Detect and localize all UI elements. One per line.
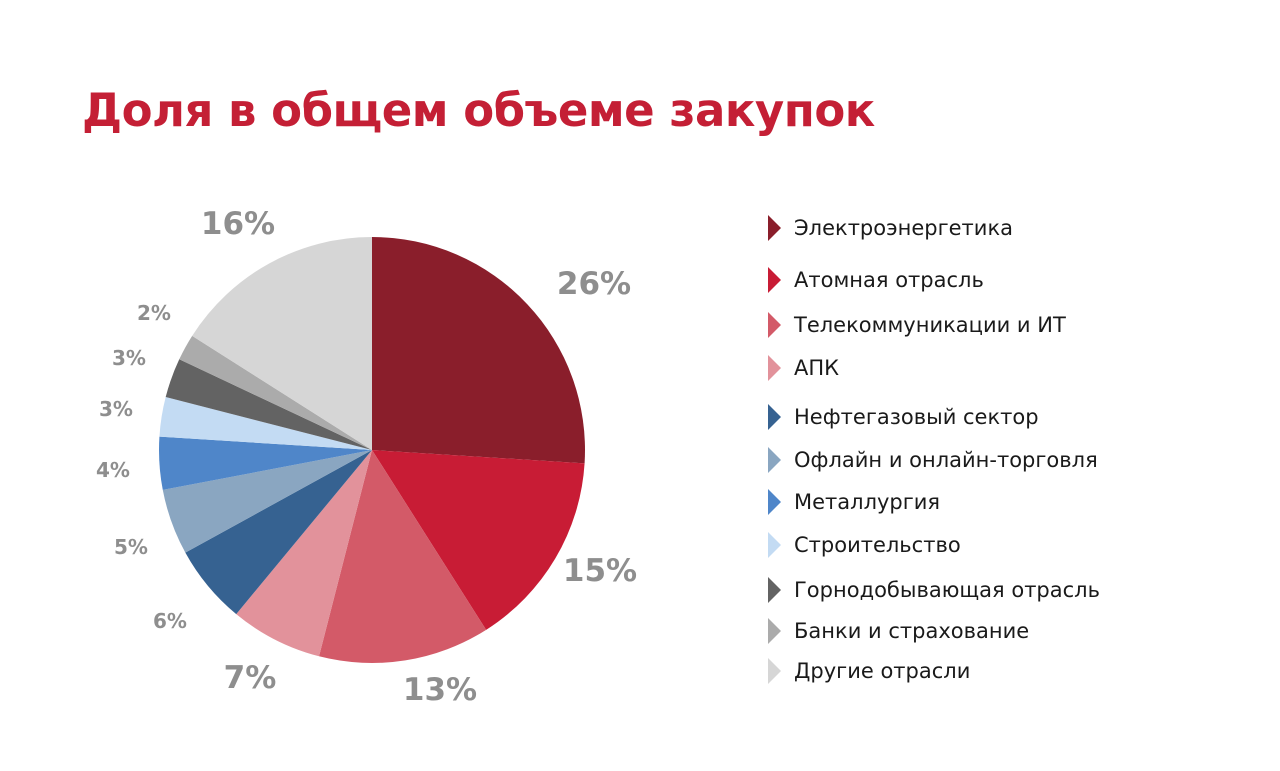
legend-item-construction: Строительство: [768, 532, 961, 558]
pie-slice: [159, 397, 372, 450]
slice-percentage-label: 6%: [153, 609, 187, 633]
triangle-marker-icon: [768, 618, 781, 644]
slice-percentage-label: 2%: [137, 301, 171, 325]
triangle-marker-icon: [768, 404, 781, 430]
chart-title: Доля в общем объеме закупок: [82, 84, 875, 137]
legend-item-banking: Банки и страхование: [768, 618, 1029, 644]
slice-percentage-label: 4%: [96, 458, 130, 482]
triangle-marker-icon: [768, 447, 781, 473]
triangle-marker-icon: [768, 577, 781, 603]
pie-slice: [162, 450, 372, 553]
triangle-marker-icon: [768, 215, 781, 241]
triangle-marker-icon: [768, 267, 781, 293]
legend-item-nuclear: Атомная отрасль: [768, 267, 984, 293]
pie-slice: [185, 450, 372, 615]
triangle-marker-icon: [768, 532, 781, 558]
legend-item-other: Другие отрасли: [768, 658, 970, 684]
slice-percentage-label: 26%: [556, 266, 632, 302]
pie-slice: [236, 450, 372, 657]
legend-item-metallurgy: Металлургия: [768, 489, 940, 515]
slice-percentage-label: 13%: [402, 672, 478, 708]
slice-percentage-label: 3%: [99, 397, 133, 421]
pie-slice: [165, 359, 372, 450]
legend-item-electric-power: Электроэнергетика: [768, 215, 1013, 241]
pie-slice: [372, 237, 585, 464]
triangle-marker-icon: [768, 489, 781, 515]
legend-item-oil-gas: Нефтегазовый сектор: [768, 404, 1039, 430]
slice-percentage-label: 3%: [112, 346, 146, 370]
legend-item-telecom-it: Телекоммуникации и ИТ: [768, 312, 1066, 338]
pie-slice: [372, 450, 585, 630]
triangle-marker-icon: [768, 312, 781, 338]
pie-slice: [159, 436, 372, 490]
slice-percentage-label: 16%: [200, 206, 276, 242]
legend-item-mining: Горнодобывающая отрасль: [768, 577, 1100, 603]
slice-percentage-label: 7%: [223, 660, 277, 696]
pie-slice: [319, 450, 487, 663]
slice-percentage-label: 15%: [562, 553, 638, 589]
pie-slice: [192, 237, 372, 450]
pie-slice: [179, 335, 372, 450]
slice-percentage-label: 5%: [114, 535, 148, 559]
legend-item-retail: Офлайн и онлайн-торговля: [768, 447, 1098, 473]
triangle-marker-icon: [768, 355, 781, 381]
triangle-marker-icon: [768, 658, 781, 684]
legend-item-agro: АПК: [768, 355, 839, 381]
